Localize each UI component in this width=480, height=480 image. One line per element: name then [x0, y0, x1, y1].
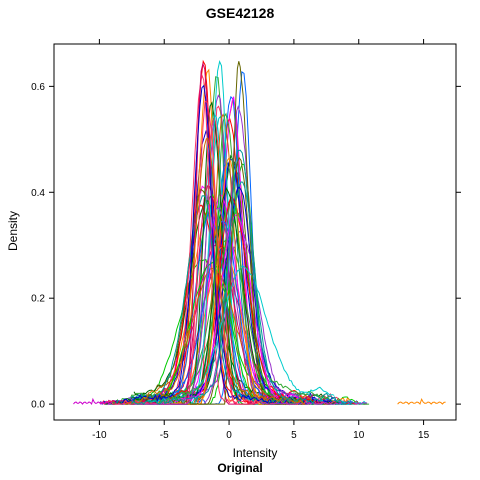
y-tick-label: 0.2 [31, 294, 45, 305]
y-axis-label: Density [6, 211, 20, 251]
y-tick-label: 0.6 [31, 82, 45, 93]
y-tick-label: 0.4 [31, 188, 45, 199]
x-axis-label: Intensity [233, 446, 278, 460]
density-curve [131, 149, 354, 405]
chart-subtitle: Original [217, 461, 262, 475]
plot-frame [53, 43, 457, 421]
x-tick-label: 0 [226, 430, 232, 441]
density-tail-curve [73, 397, 113, 406]
density-series-group [73, 59, 446, 406]
density-curve [127, 207, 368, 405]
density-curve [104, 186, 340, 405]
x-tick-label: 15 [418, 430, 430, 441]
density-curve [156, 112, 304, 405]
density-tail-curve [397, 397, 446, 405]
x-axis-ticks: -10 -5 0 5 10 15 [92, 39, 430, 441]
y-axis-ticks: 0.0 0.2 0.4 0.6 [31, 82, 461, 411]
x-tick-label: 10 [353, 430, 365, 441]
x-tick-label: -5 [160, 430, 169, 441]
y-tick-label: 0.0 [31, 400, 45, 411]
chart-title: GSE42128 [206, 5, 275, 21]
x-tick-label: -10 [92, 430, 107, 441]
x-tick-label: 5 [291, 430, 297, 441]
density-curve [123, 137, 306, 405]
